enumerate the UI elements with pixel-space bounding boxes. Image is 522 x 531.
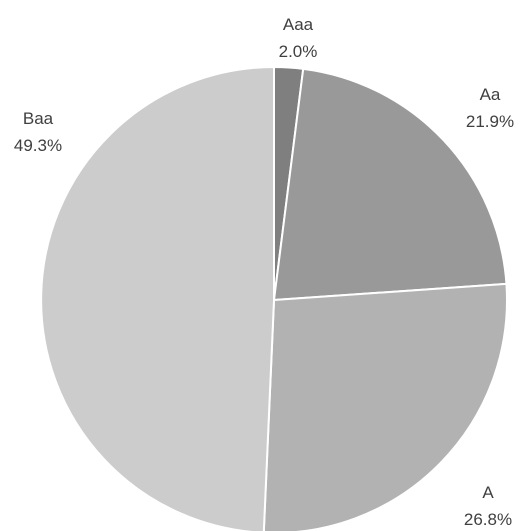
- pie-slice-baa: [40, 66, 275, 531]
- slice-label-aaa: Aaa: [283, 15, 314, 34]
- pie-labels: Aaa 2.0% Aa 21.9% A 26.8% Baa 49.3%: [14, 15, 514, 529]
- pie-slice-a: [262, 282, 508, 531]
- slice-percent-baa: 49.3%: [14, 136, 62, 155]
- slice-label-baa: Baa: [23, 109, 54, 128]
- pie-slices: [40, 66, 508, 531]
- slice-percent-aaa: 2.0%: [279, 42, 318, 61]
- pie-slice-aa: [273, 67, 508, 301]
- slice-label-a: A: [482, 483, 494, 502]
- slice-percent-aa: 21.9%: [466, 112, 514, 131]
- slice-label-aa: Aa: [480, 85, 501, 104]
- slice-percent-a: 26.8%: [464, 510, 512, 529]
